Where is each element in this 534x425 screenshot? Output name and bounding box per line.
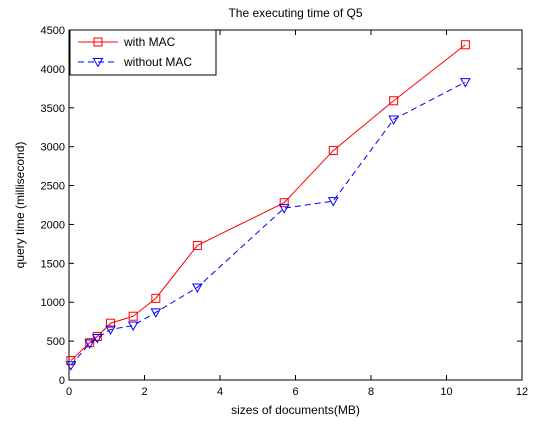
y-tick-label-2: 1000 — [41, 297, 65, 309]
series-1-point-0 — [65, 361, 77, 371]
legend: with MAC without MAC — [69, 29, 217, 76]
y-tick-label-8: 4000 — [41, 64, 65, 76]
axis-ticks: 0 2 4 6 8 10 12 0 500 1000 1500 2000 2500 3000 3500 400… — [41, 25, 529, 398]
series-0-point-8 — [328, 146, 338, 156]
series-0-point-1 — [85, 338, 95, 348]
y-tick-label-1: 500 — [47, 336, 65, 348]
legend-label-without-mac: without MAC — [123, 55, 192, 69]
y-tick-label-6: 3000 — [41, 142, 65, 154]
series-0-point-4 — [128, 311, 138, 321]
x-tick-label-3: 6 — [292, 386, 298, 398]
plot-area — [68, 29, 523, 381]
series-0-point-5 — [151, 293, 161, 303]
series-0-point-2 — [92, 331, 102, 341]
x-tick-label-6: 12 — [516, 386, 528, 398]
series-1-point-9 — [388, 115, 400, 125]
y-axis-label: query time (millisecond) — [13, 142, 27, 269]
legend-label-with-mac: with MAC — [123, 35, 176, 49]
series-0-point-9 — [389, 96, 399, 106]
y-tick-label-3: 1500 — [41, 258, 65, 270]
series-0-point-7 — [279, 198, 289, 208]
y-tick-label-7: 3500 — [41, 103, 65, 115]
x-tick-label-2: 4 — [217, 386, 223, 398]
legend-marker-0 — [93, 37, 103, 47]
series-1-point-6 — [191, 283, 203, 293]
series-1-point-10 — [460, 78, 471, 88]
series-1-point-1 — [84, 339, 96, 349]
data-series — [65, 40, 471, 371]
series-1-point-3 — [105, 325, 116, 335]
legend-marker-1 — [92, 58, 104, 68]
x-tick-label-1: 2 — [141, 386, 147, 398]
series-0-point-6 — [192, 240, 202, 250]
y-tick-label-0: 0 — [59, 375, 65, 387]
x-axis-label: sizes of documents(MB) — [231, 403, 360, 417]
x-tick-label-0: 0 — [66, 386, 72, 398]
legend-marks — [78, 37, 118, 68]
series-0-point-3 — [106, 318, 116, 328]
series-0-point-10 — [460, 40, 470, 50]
y-tick-label-9: 4500 — [41, 25, 65, 37]
y-tick-label-4: 2000 — [41, 219, 65, 231]
series-1-point-7 — [278, 204, 290, 214]
x-tick-label-4: 8 — [368, 386, 374, 398]
series-1-point-2 — [91, 334, 103, 344]
series-1 — [65, 78, 471, 371]
chart-title: The executing time of Q5 — [228, 6, 362, 20]
y-tick-label-5: 2500 — [41, 181, 65, 193]
series-1-point-4 — [127, 321, 139, 332]
series-1-point-5 — [150, 308, 162, 318]
x-tick-label-5: 10 — [440, 386, 452, 398]
series-1-point-8 — [327, 197, 339, 207]
